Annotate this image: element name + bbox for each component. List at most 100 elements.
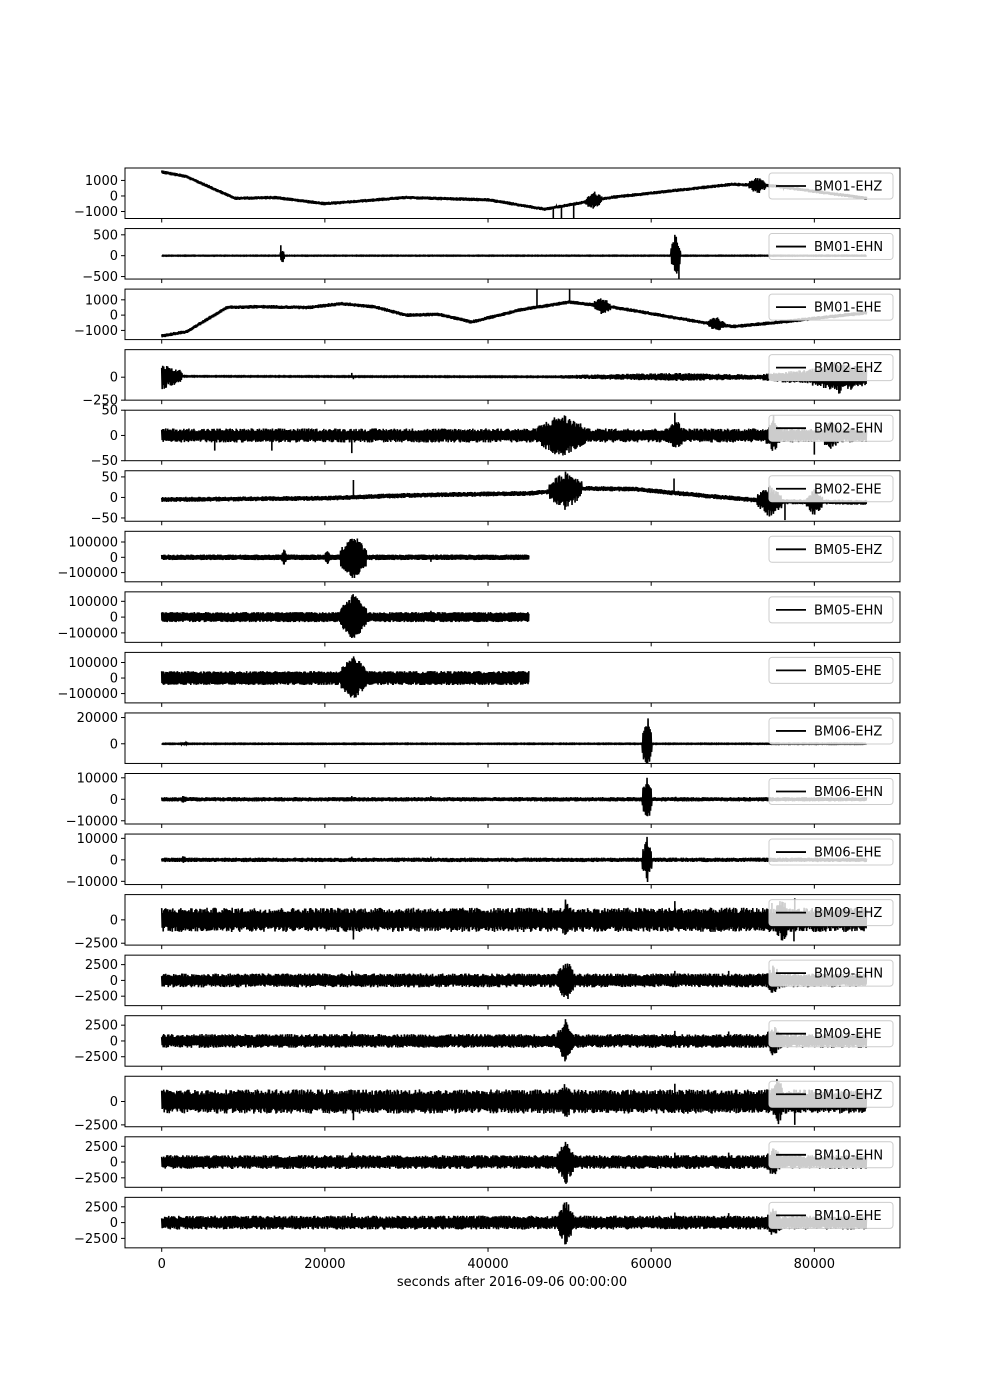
trace-panel-bm02-ehe: 50 0 −50 BM02-EHE: [91, 470, 901, 526]
waveform-bm10-ehz: [160, 1079, 868, 1125]
waveform-bm05-ehe: [160, 656, 530, 698]
legend-box: [768, 959, 894, 987]
y-tick-label: 0: [110, 672, 118, 687]
waveform-bm09-ehz: [160, 899, 868, 941]
legend-box: [768, 475, 894, 503]
y-tick-label: −100000: [57, 626, 118, 641]
legend-box: [768, 1020, 894, 1048]
y-tick-label: −2500: [74, 1171, 118, 1186]
legend-box: [768, 293, 894, 321]
y-tick-label: −2500: [74, 1118, 118, 1133]
y-tick-label: −2500: [74, 1232, 118, 1247]
trace-panel-bm01-ehn: 500 0 −500 BM01-EHN: [82, 228, 901, 285]
y-tick-label: 10000: [77, 832, 118, 847]
waveform-bm01-ehz: [160, 170, 868, 211]
y-tick-label: 2500: [85, 1019, 118, 1034]
y-tick-label: 2500: [85, 1200, 118, 1215]
waveform-bm09-ehn: [160, 963, 868, 1000]
y-tick-label: 0: [110, 1156, 118, 1171]
y-tick-label: 0: [110, 853, 118, 868]
waveform-bm05-ehn: [160, 594, 530, 639]
y-tick-label: 0: [110, 189, 118, 204]
axes-frame: [124, 349, 901, 401]
legend-label: BM06-EHN: [814, 785, 883, 800]
legend-label: BM09-EHN: [814, 967, 883, 982]
y-tick-label: 2500: [85, 1140, 118, 1155]
legend-box: [768, 778, 894, 805]
y-tick-label: 0: [110, 551, 118, 566]
axes-frame: [124, 167, 901, 219]
y-tick-label: −10000: [66, 875, 118, 890]
y-tick-label: 10000: [77, 771, 118, 786]
waveform-bm10-ehe: [160, 1202, 868, 1245]
y-tick-label: −1000: [74, 205, 118, 220]
axes-frame: [124, 228, 901, 280]
x-tick-label: 80000: [794, 1257, 835, 1272]
y-tick-label: 0: [110, 371, 118, 386]
legend-box: [768, 1201, 894, 1229]
y-tick-label: 1000: [85, 293, 118, 308]
y-tick-label: −50: [91, 511, 118, 526]
waveform-bm06-ehn: [160, 777, 868, 817]
y-tick-label: −250: [82, 394, 118, 409]
y-tick-label: 0: [110, 974, 118, 989]
legend-label: BM09-EHZ: [814, 906, 882, 921]
trace-panel-bm10-ehz: 0 −2500 BM10-EHZ: [74, 1075, 901, 1133]
waveform-bm10-ehn: [160, 1141, 868, 1184]
axes-frame: [124, 288, 901, 341]
legend-box: [768, 1141, 894, 1169]
waveform-bm06-ehz: [161, 718, 868, 764]
y-tick-label: 0: [110, 611, 118, 626]
legend-box: [768, 838, 894, 866]
waveform-bm09-ehe: [160, 1019, 868, 1062]
waveform-bm02-ehn: [160, 415, 868, 456]
legend-box: [768, 899, 894, 927]
trace-panel-bm06-ehz: 20000 0 BM06-EHZ: [77, 711, 901, 768]
y-tick-label: −100000: [57, 566, 118, 581]
trace-panel-bm01-ehz: 10000−1000 BM01-EHZ: [74, 167, 901, 223]
legend-box: [768, 535, 894, 563]
legend-label: BM06-EHZ: [814, 724, 882, 739]
y-tick-label: −10000: [66, 814, 118, 829]
y-tick-label: 50: [101, 470, 118, 485]
x-tick-label: 60000: [631, 1257, 672, 1272]
y-tick-label: 0: [110, 249, 118, 264]
legend-label: BM01-EHN: [814, 240, 883, 255]
legend-box: [768, 354, 894, 382]
legend-label: BM10-EHZ: [814, 1088, 882, 1103]
x-tick-label: 0: [158, 1257, 166, 1272]
y-tick-label: −500: [82, 270, 118, 285]
waveform-bm02-ehe: [160, 471, 868, 517]
legend-label: BM01-EHZ: [814, 180, 882, 195]
y-tick-label: 0: [110, 913, 118, 928]
y-tick-label: −1000: [74, 324, 118, 339]
waveform-bm01-ehn: [161, 236, 868, 274]
axes-frame: [124, 712, 901, 764]
legend-label: BM02-EHE: [814, 482, 882, 497]
y-tick-label: 0: [110, 1034, 118, 1049]
y-tick-label: 0: [110, 309, 118, 324]
legend-box: [768, 656, 894, 684]
y-tick-label: 100000: [68, 536, 118, 551]
y-tick-label: 100000: [68, 595, 118, 610]
trace-panel-bm06-ehe: 10000 0 −10000 BM06-EHE: [66, 832, 901, 890]
y-tick-label: 1000: [85, 174, 118, 189]
waveform-bm02-ehz: [160, 362, 868, 394]
y-tick-label: 20000: [77, 711, 118, 726]
axes-frame: [124, 470, 901, 522]
waveform-bm01-ehe: [160, 298, 868, 338]
y-tick-label: 0: [110, 793, 118, 808]
trace-panel-bm02-ehn: 50 0 −50 BM02-EHN: [91, 404, 901, 469]
legend-label: BM05-EHE: [814, 664, 882, 679]
y-tick-label: −2500: [74, 937, 118, 952]
y-tick-label: 0: [110, 737, 118, 752]
y-tick-label: 50: [101, 404, 118, 419]
legend-box: [768, 172, 894, 200]
